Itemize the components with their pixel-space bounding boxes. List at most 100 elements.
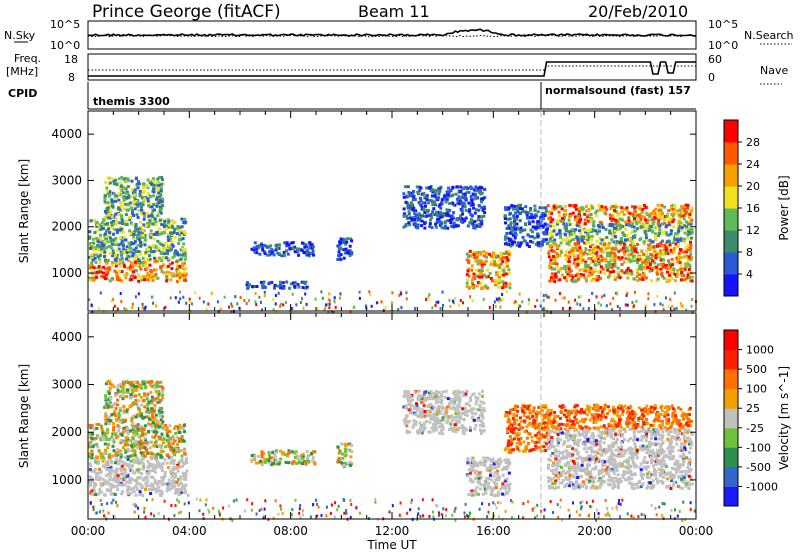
echo-cell [576, 261, 580, 265]
echo-cell [521, 235, 525, 239]
echo-cell [297, 247, 301, 251]
echo-cell [669, 218, 673, 221]
echo-cell [545, 293, 548, 297]
echo-cell [119, 264, 123, 268]
echo-cell [581, 258, 585, 262]
echo-cell [210, 291, 213, 295]
echo-cell [434, 225, 438, 229]
echo-cell [182, 252, 186, 256]
echo-cell [112, 425, 116, 429]
echo-cell [158, 227, 161, 231]
echo-cell [641, 260, 645, 264]
echo-cell [645, 227, 649, 230]
echo-cell [496, 279, 500, 283]
echo-cell [468, 285, 472, 289]
echo-cell [243, 299, 246, 302]
echo-cell [571, 275, 575, 279]
echo-cell [92, 266, 96, 270]
echo-cell [682, 203, 686, 207]
echo-cell [108, 190, 112, 194]
echo-cell [140, 194, 144, 198]
echo-cell [450, 406, 453, 410]
echo-cell [567, 238, 571, 242]
echo-cell [607, 265, 611, 269]
echo-cell [543, 222, 547, 226]
echo-cell [561, 307, 564, 311]
echo-cell [591, 259, 595, 263]
echo-cell [547, 240, 551, 244]
echo-cell [108, 266, 112, 270]
echo-cell [405, 414, 409, 418]
echo-cell [614, 242, 618, 246]
echo-cell [644, 276, 648, 280]
echo-cell [555, 252, 559, 256]
echo-cell [428, 198, 432, 202]
nsky-tick-top: 10^5 [50, 18, 80, 31]
echo-cell [180, 458, 184, 461]
echo-cell [518, 292, 521, 296]
echo-cell [93, 231, 97, 235]
echo-cell [136, 204, 140, 208]
echo-cell [158, 414, 162, 418]
echo-cell [583, 241, 587, 245]
echo-cell [254, 292, 257, 295]
echo-cell [152, 177, 155, 181]
echo-cell [160, 464, 164, 468]
echo-cell [600, 295, 603, 299]
echo-cell [545, 242, 549, 245]
echo-cell [149, 484, 153, 488]
echo-cell [128, 246, 132, 250]
echo-cell [407, 430, 411, 434]
echo-cell [613, 235, 617, 239]
echo-cell [409, 207, 413, 210]
echo-cell [686, 273, 690, 277]
echo-cell [639, 263, 643, 267]
echo-cell [165, 275, 169, 279]
echo-cell [132, 214, 136, 217]
echo-cell [150, 205, 154, 209]
echo-cell [93, 271, 97, 275]
echo-cell [165, 486, 169, 490]
echo-cell [128, 381, 132, 385]
echo-cell [577, 295, 580, 299]
echo-cell [432, 422, 435, 426]
echo-cell [154, 383, 158, 387]
echo-cell [637, 220, 641, 224]
echo-cell [158, 480, 162, 484]
echo-cell [109, 465, 113, 469]
echo-cell [686, 271, 690, 275]
echo-cell [151, 222, 155, 226]
echo-cell [601, 250, 605, 254]
echo-cell [552, 229, 556, 233]
echo-cell [467, 261, 471, 265]
echo-cell [470, 264, 474, 268]
echo-cell [604, 206, 607, 210]
echo-cell [647, 223, 651, 226]
echo-cell [90, 456, 94, 459]
echo-cell [178, 439, 182, 443]
echo-cell [274, 294, 277, 297]
echo-cell [582, 307, 585, 311]
echo-cell [126, 491, 130, 495]
echo-cell [482, 401, 486, 405]
echo-cell [426, 409, 430, 413]
echo-cell [305, 450, 309, 453]
echo-cell [505, 260, 508, 264]
echo-cell [125, 251, 129, 255]
echo-cell [544, 209, 548, 213]
echo-cell [305, 253, 309, 257]
echo-cell [130, 179, 134, 183]
echo-cell [89, 219, 93, 223]
echo-cell [665, 240, 669, 244]
echo-cell [107, 453, 111, 457]
echo-cell [513, 236, 517, 240]
echo-cell [254, 300, 257, 304]
echo-cell [660, 217, 664, 221]
echo-cell [646, 255, 650, 259]
echo-cell [576, 275, 580, 279]
echo-cell [154, 397, 158, 401]
echo-cell [152, 183, 156, 187]
echo-cell [480, 219, 484, 223]
echo-cell [545, 232, 549, 236]
echo-cell [111, 222, 115, 226]
